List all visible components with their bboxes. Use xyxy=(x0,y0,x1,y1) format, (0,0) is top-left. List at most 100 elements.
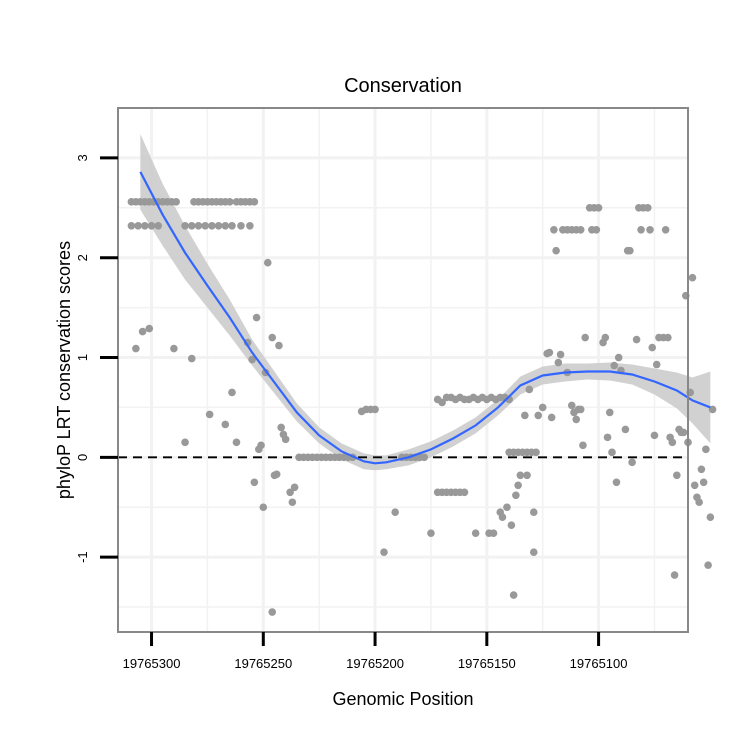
y-tick-label: 1 xyxy=(75,354,90,361)
data-point xyxy=(172,198,180,206)
data-point xyxy=(489,529,498,537)
data-point xyxy=(603,433,612,442)
data-point xyxy=(127,221,136,230)
data-point xyxy=(391,508,399,517)
data-point xyxy=(695,498,703,507)
data-point xyxy=(380,548,388,556)
data-point xyxy=(277,423,285,432)
data-point xyxy=(525,385,534,394)
data-point xyxy=(612,478,621,487)
confidence-band xyxy=(140,133,711,471)
data-point xyxy=(650,431,659,440)
data-point xyxy=(529,508,538,517)
data-point xyxy=(688,273,697,282)
data-point xyxy=(538,403,547,412)
data-point xyxy=(679,428,688,437)
data-point xyxy=(614,353,623,362)
data-point xyxy=(471,529,480,537)
data-point xyxy=(132,344,140,353)
data-point xyxy=(610,361,619,370)
data-point xyxy=(134,221,142,230)
y-tick-label: -1 xyxy=(75,551,90,563)
plot-panel-border xyxy=(117,107,689,633)
data-point xyxy=(550,225,558,234)
data-point xyxy=(556,350,565,359)
data-point xyxy=(214,221,223,230)
data-point xyxy=(581,333,589,342)
data-point xyxy=(545,348,554,357)
y-tick-label: 2 xyxy=(75,254,90,261)
y-tick-label: 3 xyxy=(75,154,90,161)
data-point xyxy=(621,425,630,434)
y-tick-label: 0 xyxy=(75,454,90,461)
data-point xyxy=(268,608,277,616)
data-point xyxy=(637,225,645,234)
data-point xyxy=(514,481,522,490)
data-point xyxy=(534,411,543,420)
data-point xyxy=(532,448,540,457)
data-point xyxy=(523,471,531,480)
chart-title: Conservation xyxy=(344,75,462,97)
data-point xyxy=(154,221,163,230)
data-point xyxy=(252,313,261,322)
data-point xyxy=(290,483,299,492)
x-tick-label: 19765200 xyxy=(346,656,404,671)
x-axis-ticks: 19765300 19765250 19765200 19765150 19765100 xyxy=(123,632,628,671)
data-point xyxy=(248,355,256,364)
data-point xyxy=(643,204,652,212)
data-point xyxy=(438,398,446,407)
data-point xyxy=(288,498,297,507)
data-point xyxy=(521,411,529,420)
data-point xyxy=(503,503,511,512)
data-point xyxy=(648,343,657,352)
data-point xyxy=(690,481,699,490)
data-point xyxy=(601,333,610,342)
data-point xyxy=(576,405,585,414)
y-axis-label: phyloP LRT conservation scores xyxy=(54,241,74,499)
data-point xyxy=(170,344,178,353)
data-point xyxy=(547,413,556,422)
data-point xyxy=(286,488,294,497)
data-point xyxy=(592,225,601,234)
data-point xyxy=(246,221,254,230)
data-point xyxy=(181,438,189,447)
data-point xyxy=(594,204,603,212)
data-point xyxy=(670,571,679,579)
data-point xyxy=(281,435,290,444)
data-point xyxy=(145,324,154,333)
x-tick-label: 19765250 xyxy=(234,656,292,671)
data-point xyxy=(250,198,259,206)
data-point xyxy=(697,465,706,474)
data-point xyxy=(221,420,230,429)
data-point xyxy=(371,405,379,414)
data-point xyxy=(605,408,614,417)
data-point xyxy=(704,561,712,569)
data-point xyxy=(702,445,710,454)
data-point xyxy=(263,258,272,267)
data-point xyxy=(699,478,708,487)
x-tick-label: 19765300 xyxy=(123,656,181,671)
data-point xyxy=(529,548,538,556)
data-point xyxy=(507,521,516,530)
data-point xyxy=(509,591,518,599)
data-point xyxy=(512,491,520,500)
data-point xyxy=(232,438,241,447)
data-point xyxy=(228,221,236,230)
data-point xyxy=(201,221,209,230)
data-point xyxy=(420,453,429,462)
data-point xyxy=(427,529,435,537)
data-point xyxy=(187,354,196,363)
data-point xyxy=(221,221,230,230)
data-point xyxy=(579,441,587,450)
ci-band-area xyxy=(140,133,711,471)
data-point xyxy=(668,438,677,447)
data-point xyxy=(652,360,661,369)
data-point xyxy=(181,221,189,230)
x-axis-label: Genomic Position xyxy=(332,689,473,709)
data-point xyxy=(572,415,581,424)
data-point xyxy=(259,503,268,512)
data-point xyxy=(576,225,585,234)
data-point xyxy=(708,405,717,414)
data-point xyxy=(498,513,507,522)
